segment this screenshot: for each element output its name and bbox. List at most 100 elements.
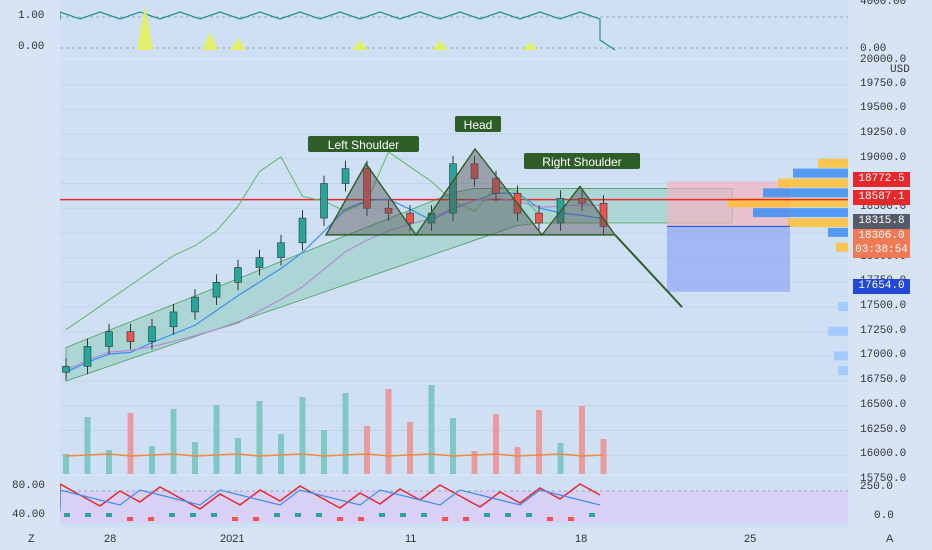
candle-body	[341, 168, 350, 184]
bottom-indicator-band	[60, 491, 848, 523]
candle-body	[277, 242, 285, 258]
volume-bar	[471, 451, 478, 474]
volume-bar	[256, 401, 263, 474]
candle-body	[191, 296, 199, 313]
histogram-bar	[421, 513, 427, 517]
main-left-axis	[0, 60, 58, 474]
top-left-tick: 1.00	[18, 10, 45, 22]
price-tick: 19500.0	[860, 102, 907, 115]
volume-profile-bar	[818, 158, 848, 168]
histogram-bar	[64, 513, 70, 517]
price-tag: 18587.1	[853, 190, 910, 205]
price-tag: 18306.0	[853, 229, 910, 244]
histogram-bar	[484, 513, 490, 517]
pattern-label-text: Left Shoulder	[328, 138, 399, 152]
pattern-label-bg	[308, 136, 419, 152]
price-chart-pane[interactable]: Left Shoulder Head Right Shoulder	[60, 60, 848, 481]
pattern-label: Left Shoulder	[308, 136, 419, 152]
candle-body	[406, 212, 414, 224]
pattern-label-bg	[455, 116, 501, 132]
volume-profile-bar	[793, 168, 848, 178]
top-indicator-spike	[522, 42, 538, 50]
price-tick: 16750.0	[860, 374, 907, 387]
price-tick: 16000.0	[860, 448, 907, 461]
price-axis[interactable]: 4000.00 0.00 20000.0 USD 19750.0 19500.0 1…	[850, 0, 932, 550]
candle-body	[449, 163, 457, 214]
volume-bar	[278, 434, 284, 474]
volume-bar	[450, 418, 456, 474]
histogram-bar	[295, 513, 301, 517]
histogram-bar	[568, 517, 574, 521]
volume-bar	[84, 417, 91, 474]
volume-profile-bar	[753, 208, 848, 218]
volume-profile-bar	[828, 227, 848, 237]
bottom-left-tick: 40.00	[12, 509, 46, 521]
volume-profile-bar	[836, 242, 848, 252]
time-axis[interactable]: Z 28 2021 11 18 25 A	[0, 528, 932, 550]
candle-body	[578, 198, 586, 204]
volume-bar	[407, 422, 413, 474]
price-axis-top-value: 20000.0	[860, 54, 907, 66]
price-tick: 15750.0	[860, 472, 907, 485]
bottom-right-tick: 250.0	[860, 481, 894, 493]
volume-bar	[127, 413, 134, 474]
candle-body	[298, 217, 307, 244]
candle-body	[320, 183, 328, 219]
volume-bar	[106, 450, 112, 474]
histogram-bar	[547, 517, 553, 521]
candle-body	[148, 326, 156, 342]
price-tick: 17250.0	[860, 324, 907, 337]
volume-bar	[170, 409, 177, 474]
volume-profile-bar	[838, 366, 848, 376]
price-tick: 19250.0	[860, 127, 907, 140]
volume-profile-bar	[834, 351, 848, 361]
volume-bar	[536, 410, 542, 474]
top-indicator-spike	[432, 40, 448, 50]
price-tick: 19750.0	[860, 77, 907, 90]
volume-profile-bar	[838, 302, 848, 311]
bottom-right-tick: 0.0	[874, 510, 894, 522]
top-indicator-spike	[230, 38, 246, 50]
time-label: 11	[405, 533, 417, 545]
bottom-indicator-pane[interactable]	[59, 476, 848, 528]
lagging-span-line	[65, 151, 540, 331]
currency-label: USD	[890, 64, 910, 76]
price-tick: 16500.0	[860, 398, 907, 411]
histogram-bar	[211, 513, 217, 517]
pattern-label-text: Right Shoulder	[542, 155, 621, 169]
pattern-label: Right Shoulder	[524, 153, 640, 169]
top-indicator-pane[interactable]	[59, 0, 848, 58]
time-label: 28	[104, 533, 117, 545]
histogram-bar	[316, 513, 322, 517]
candle-body	[126, 331, 135, 342]
price-tick: 17500.0	[860, 300, 907, 312]
price-tick: 19000.0	[860, 151, 907, 164]
top-indicator-line	[59, 11, 616, 51]
volume-bar	[428, 385, 435, 474]
auto-scale-button[interactable]: A	[886, 533, 894, 545]
volume-ma-line	[65, 453, 604, 457]
forecast-target-zone	[667, 226, 790, 292]
signal-line	[59, 489, 601, 512]
volume-profile-bar	[788, 218, 848, 228]
candle-body	[470, 163, 479, 179]
zoom-button[interactable]: Z	[28, 533, 35, 545]
bottom-left-tick: 80.00	[12, 480, 46, 492]
top-left-tick: 0.00	[18, 41, 45, 53]
volume-profile-bar	[728, 198, 848, 208]
top-indicator-plot	[59, 5, 848, 51]
projection-line	[614, 234, 683, 308]
volume-bar	[235, 438, 241, 474]
histogram-bar	[190, 513, 196, 517]
candle-body	[212, 282, 221, 298]
candle-body	[62, 365, 70, 373]
volume-bar	[600, 439, 607, 474]
histogram-bar	[127, 517, 133, 521]
top-right-tick: 4000.00	[860, 0, 907, 8]
volume-bar	[364, 426, 370, 474]
volume-bar	[579, 406, 585, 474]
top-indicator-spike	[202, 32, 218, 50]
price-tick: 17000.0	[860, 349, 907, 362]
price-tag: 03:38:54	[853, 243, 910, 258]
